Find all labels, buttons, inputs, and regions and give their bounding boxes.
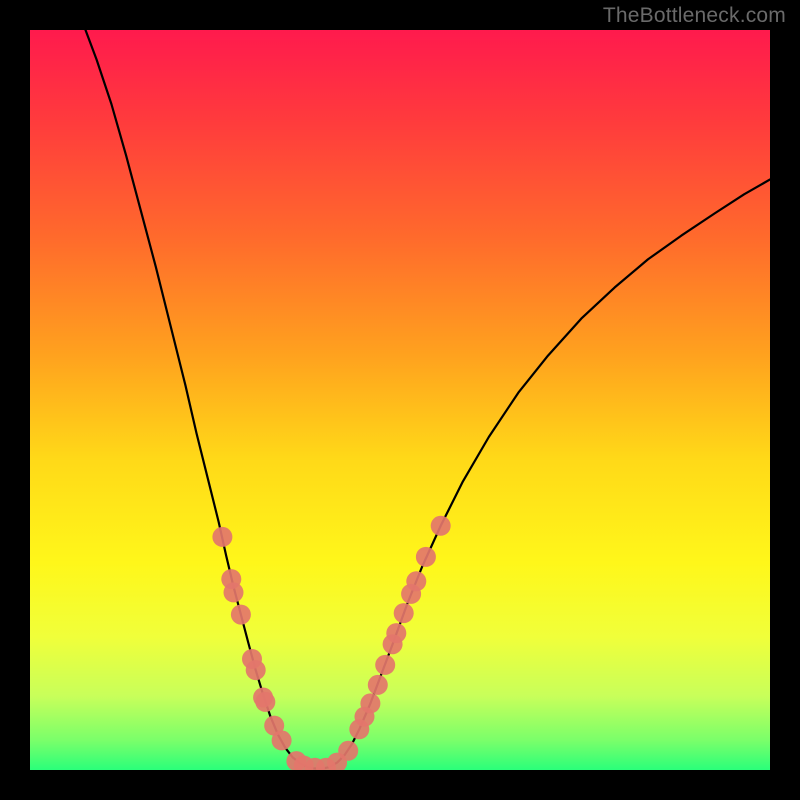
scatter-point bbox=[416, 547, 436, 567]
scatter-point bbox=[272, 730, 292, 750]
scatter-point bbox=[255, 692, 275, 712]
scatter-point bbox=[375, 655, 395, 675]
scatter-point bbox=[368, 675, 388, 695]
gradient-background bbox=[30, 30, 770, 770]
scatter-point bbox=[431, 516, 451, 536]
scatter-point bbox=[360, 693, 380, 713]
scatter-point bbox=[224, 582, 244, 602]
scatter-point bbox=[394, 603, 414, 623]
scatter-point bbox=[246, 660, 266, 680]
plot-area bbox=[30, 30, 770, 770]
scatter-point bbox=[212, 527, 232, 547]
scatter-point bbox=[406, 571, 426, 591]
chart-frame: TheBottleneck.com bbox=[0, 0, 800, 800]
source-watermark: TheBottleneck.com bbox=[603, 4, 786, 28]
plot-svg bbox=[30, 30, 770, 770]
scatter-point bbox=[386, 623, 406, 643]
scatter-point bbox=[338, 741, 358, 761]
scatter-point bbox=[231, 605, 251, 625]
